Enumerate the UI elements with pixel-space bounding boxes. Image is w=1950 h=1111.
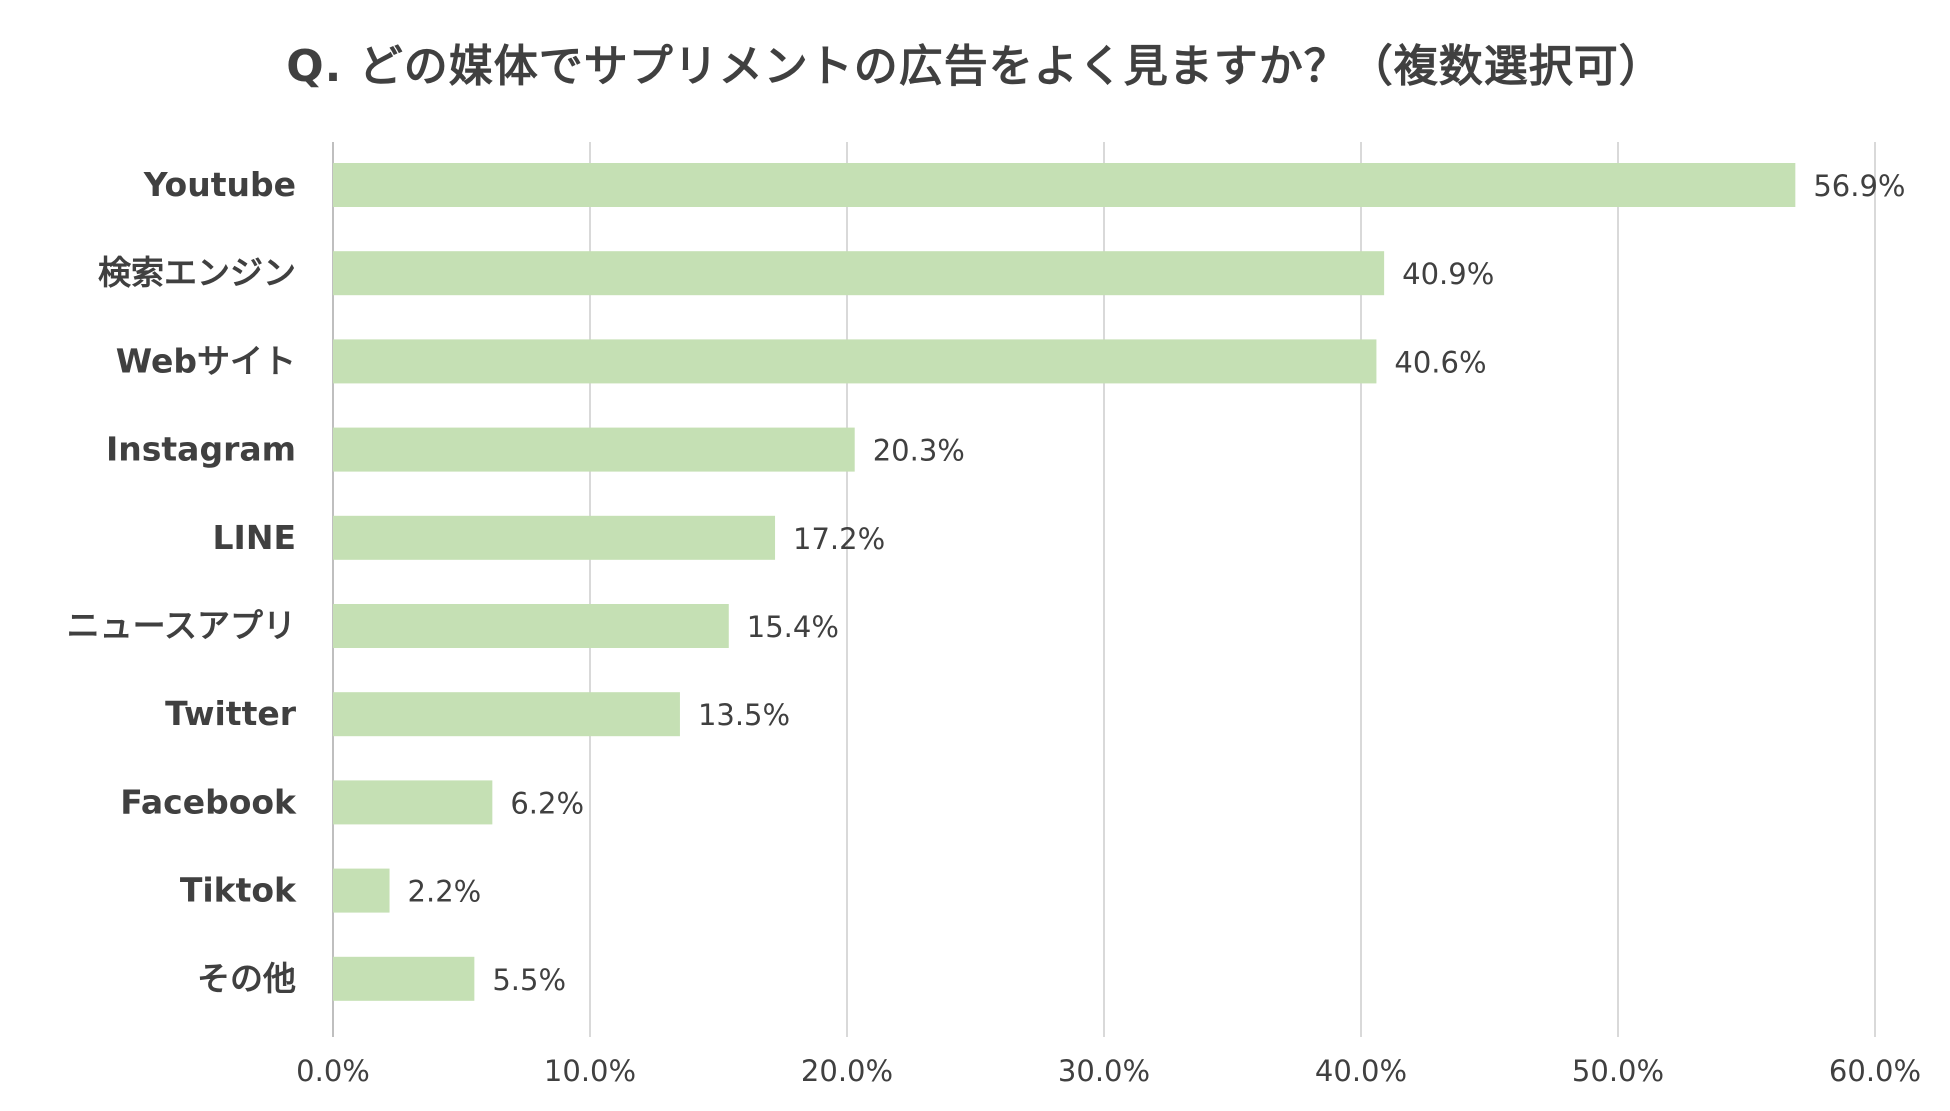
x-tick-label: 50.0% — [1572, 1054, 1664, 1088]
data-label: 40.6% — [1394, 345, 1486, 379]
data-label: 40.9% — [1402, 257, 1494, 291]
x-tick-label: 60.0% — [1829, 1054, 1921, 1088]
data-label: 15.4% — [747, 610, 839, 644]
data-label: 56.9% — [1813, 169, 1905, 203]
bar — [333, 427, 855, 472]
bar — [333, 163, 1796, 207]
x-tick-label: 0.0% — [296, 1054, 370, 1088]
data-label: 17.2% — [793, 522, 885, 556]
category-label: Youtube — [143, 165, 296, 204]
bar — [333, 604, 729, 648]
data-label: 2.2% — [408, 875, 482, 909]
category-label: Tiktok — [180, 871, 297, 910]
bar — [333, 868, 390, 913]
x-tick-label: 40.0% — [1315, 1054, 1407, 1088]
category-label: ニュースアプリ — [67, 606, 296, 645]
category-label: 検索エンジン — [98, 253, 296, 292]
labels: 0.0% 10.0% 20.0% 30.0% 40.0% 50.0% 60.0% Youtub… — [67, 165, 1921, 1088]
bar — [333, 339, 1377, 384]
bars — [333, 163, 1796, 1001]
x-tick-label: 20.0% — [801, 1054, 893, 1088]
category-label: その他 — [197, 959, 296, 998]
bar — [333, 251, 1385, 296]
category-label: Twitter — [165, 694, 297, 733]
category-label: Facebook — [120, 782, 297, 821]
bar — [333, 692, 680, 737]
chart-title: Q. どの媒体でサプリメントの広告をよく見ますか？（複数選択可） — [286, 41, 1664, 92]
data-label: 20.3% — [873, 434, 965, 468]
data-label: 6.2% — [510, 786, 584, 820]
category-label: Webサイト — [116, 341, 296, 380]
category-label: Instagram — [106, 430, 296, 469]
x-tick-label: 10.0% — [544, 1054, 636, 1088]
x-tick-label: 30.0% — [1058, 1054, 1150, 1088]
bar — [333, 515, 776, 560]
bar — [333, 780, 493, 825]
data-label: 5.5% — [492, 963, 566, 997]
category-label: LINE — [213, 518, 296, 557]
bar — [333, 956, 475, 1001]
data-label: 13.5% — [698, 698, 790, 732]
